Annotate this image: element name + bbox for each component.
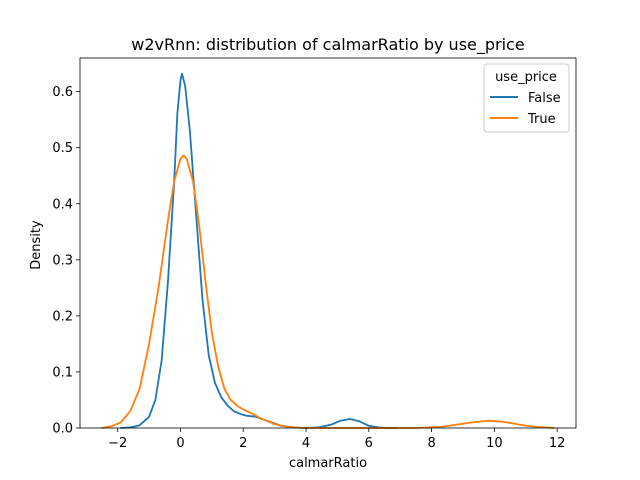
x-axis-ticks: −2 0 2 4 6 8 10 12 <box>108 428 565 451</box>
series-line-false <box>119 72 398 429</box>
axes-frame <box>79 57 577 429</box>
legend-label-true: True <box>527 112 556 127</box>
y-tick-label: 0.0 <box>52 422 73 437</box>
x-axis-label: calmarRatio <box>289 456 367 471</box>
x-tick-label: −2 <box>108 436 127 451</box>
y-tick-label: 0.1 <box>52 365 73 380</box>
x-tick-label: 4 <box>302 436 310 451</box>
x-tick-label: 2 <box>239 436 247 451</box>
x-tick-label: 12 <box>549 436 566 451</box>
series-line-true <box>101 154 555 429</box>
legend: use_price False True <box>483 63 570 133</box>
y-axis-ticks: 0.0 0.1 0.2 0.3 0.4 0.5 0.6 <box>52 85 80 437</box>
x-tick-label: 0 <box>176 436 184 451</box>
y-tick-label: 0.5 <box>52 141 73 156</box>
plot-area <box>101 72 555 429</box>
y-axis-label: Density <box>29 220 44 270</box>
legend-label-false: False <box>528 91 561 106</box>
y-tick-label: 0.4 <box>52 197 73 212</box>
y-tick-label: 0.6 <box>52 85 73 100</box>
legend-box <box>483 63 570 133</box>
y-tick-label: 0.2 <box>52 309 73 324</box>
chart-title: w2vRnn: distribution of calmarRatio by u… <box>131 35 524 55</box>
x-tick-label: 10 <box>486 436 503 451</box>
y-tick-label: 0.3 <box>52 253 73 268</box>
x-tick-label: 6 <box>365 436 373 451</box>
x-tick-label: 8 <box>427 436 435 451</box>
legend-title: use_price <box>495 70 557 85</box>
